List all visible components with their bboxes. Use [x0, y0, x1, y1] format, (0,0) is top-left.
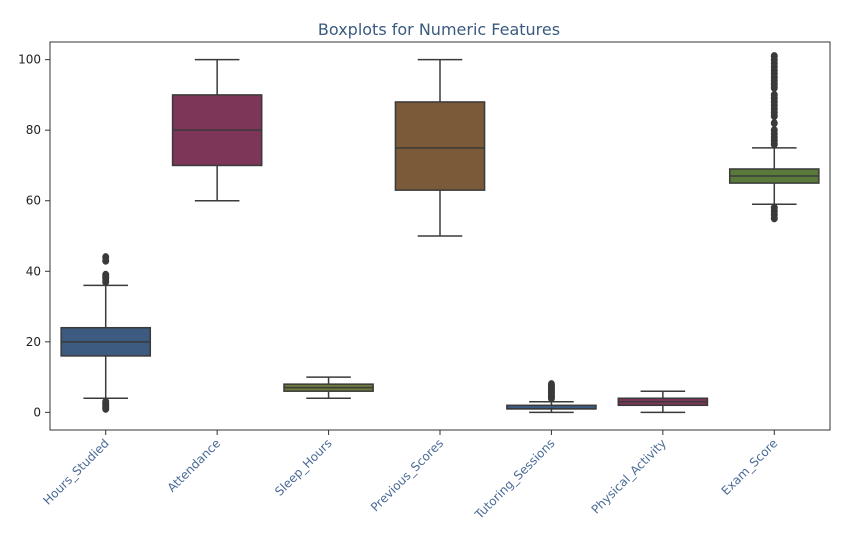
y-axis: 0 20 40 60 80 100: [18, 53, 50, 419]
outlier-point: [770, 119, 778, 128]
plot-area-frame: [49, 41, 831, 431]
outlier-point: [102, 253, 110, 262]
outlier-point: [547, 380, 555, 389]
box-attendance: [171, 58, 263, 202]
x-tick-label: Physical_Activity: [589, 436, 669, 516]
outlier-point: [770, 90, 778, 99]
x-tick-label: Exam_Score: [719, 436, 781, 498]
box-physical-activity: [617, 390, 709, 414]
y-tick-label: 0: [33, 405, 41, 419]
x-tick-label: Sleep_Hours: [272, 436, 335, 499]
y-tick-label: 40: [26, 264, 41, 278]
box-iqr: [394, 101, 486, 191]
outlier-point: [770, 203, 778, 212]
y-tick-label: 20: [26, 335, 41, 349]
x-tick-label: Previous_Scores: [368, 436, 446, 514]
box-exam-score: [728, 52, 820, 223]
x-axis: Hours_Studied Attendance Sleep_Hours Previo…: [40, 430, 780, 522]
box-sleep-hours: [283, 376, 374, 400]
y-tick-label: 80: [26, 123, 41, 137]
outlier-point: [102, 397, 110, 406]
chart-title: Boxplots for Numeric Features: [318, 20, 560, 39]
x-tick-label: Hours_Studied: [40, 436, 111, 507]
box-hours-studied: [60, 253, 152, 413]
outlier-point: [770, 126, 778, 135]
x-tick-label: Tutoring_Sessions: [472, 436, 558, 522]
y-tick-label: 100: [18, 53, 41, 67]
box-previous-scores: [394, 58, 486, 237]
x-tick-label: Attendance: [165, 436, 224, 495]
y-tick-label: 60: [26, 194, 41, 208]
boxes-group: [60, 52, 820, 414]
outlier-point: [770, 52, 778, 61]
box-tutoring-sessions: [506, 380, 597, 414]
outlier-point: [102, 270, 110, 279]
